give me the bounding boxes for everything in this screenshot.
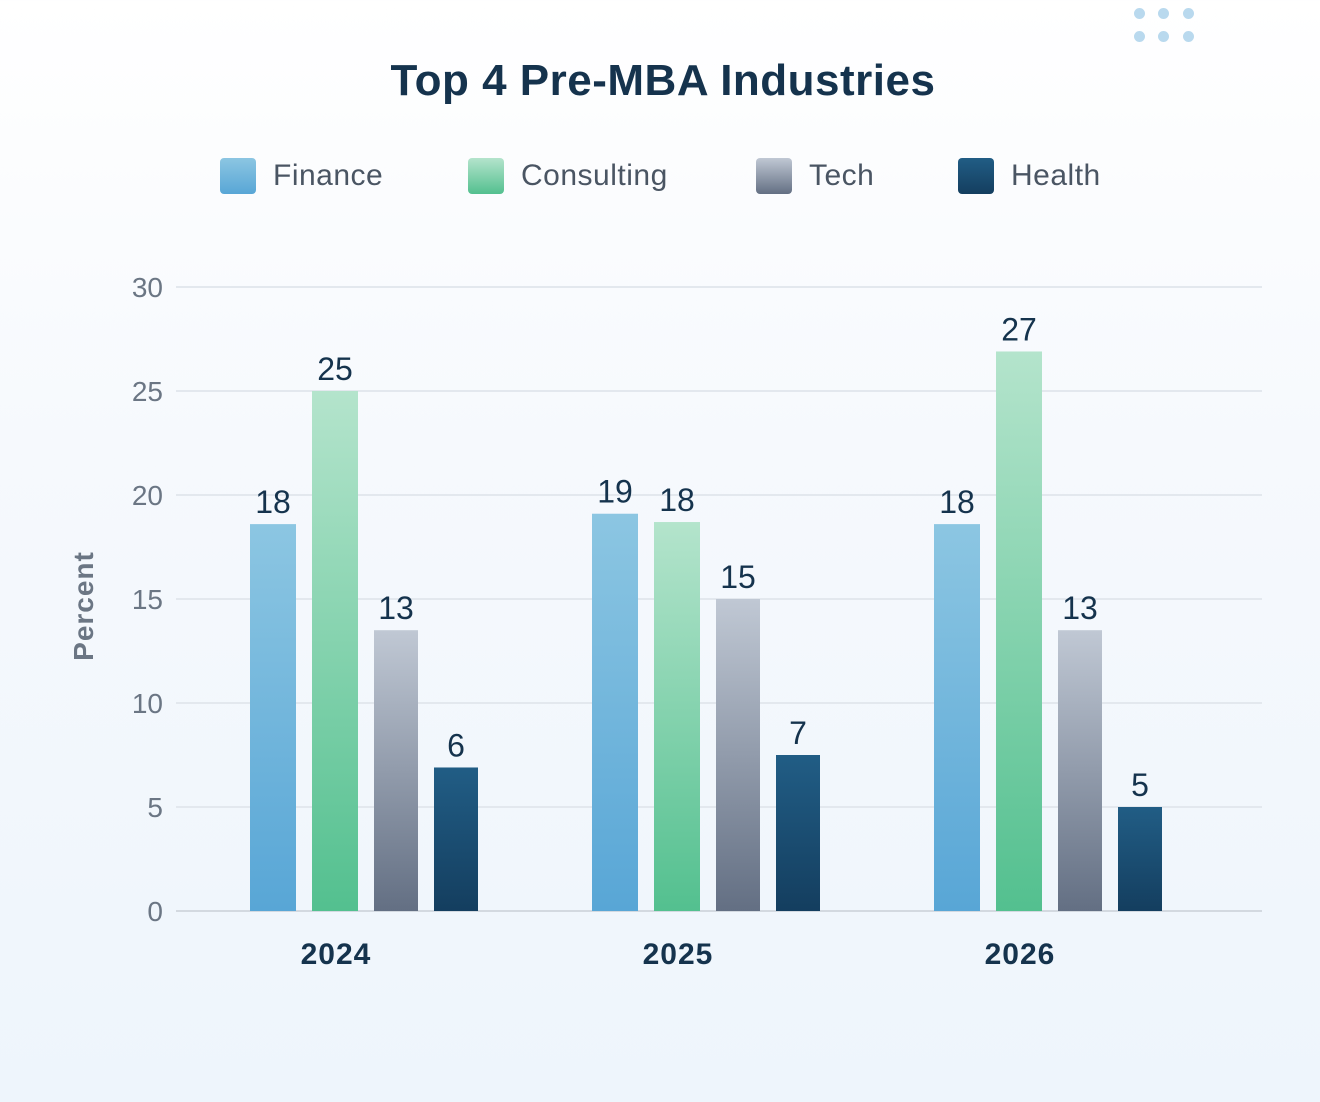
legend-item-health[interactable]: Health	[958, 158, 1101, 194]
legend-label: Consulting	[521, 159, 668, 192]
y-tick-label: 15	[132, 584, 163, 615]
y-tick-label: 25	[132, 376, 163, 407]
data-label: 5	[1131, 767, 1149, 803]
chart-title: Top 4 Pre-MBA Industries	[390, 56, 936, 105]
x-tick-label: 2025	[643, 938, 714, 971]
bar-tech-2026[interactable]	[1058, 630, 1102, 911]
legend-swatch	[220, 158, 256, 194]
data-label: 27	[1001, 311, 1037, 347]
bar-consulting-2024[interactable]	[312, 391, 358, 911]
dots-grid-icon[interactable]	[1132, 8, 1198, 44]
y-tick-label: 30	[132, 272, 163, 303]
legend-item-finance[interactable]: Finance	[220, 158, 383, 194]
legend-item-consulting[interactable]: Consulting	[468, 158, 668, 194]
data-label: 13	[1062, 590, 1098, 626]
bar-health-2026[interactable]	[1118, 807, 1162, 911]
x-tick-label: 2026	[985, 938, 1056, 971]
x-tick-label: 2024	[301, 938, 372, 971]
data-label: 25	[317, 351, 353, 387]
data-label: 19	[597, 474, 633, 510]
bar-consulting-2026[interactable]	[996, 351, 1042, 912]
data-label: 18	[659, 482, 695, 518]
data-label: 6	[447, 727, 465, 763]
y-tick-label: 20	[132, 480, 163, 511]
legend-swatch	[468, 158, 504, 194]
data-label: 7	[789, 715, 807, 751]
bar-health-2025[interactable]	[776, 755, 820, 911]
data-label: 18	[939, 484, 975, 520]
y-axis-label: Percent	[68, 551, 99, 661]
bar-finance-2025[interactable]	[592, 513, 638, 911]
y-tick-label: 10	[132, 688, 163, 719]
bar-finance-2024[interactable]	[250, 524, 296, 911]
y-tick-label: 0	[147, 896, 163, 927]
bar-tech-2025[interactable]	[716, 599, 760, 911]
y-tick-label: 5	[147, 792, 163, 823]
legend-label: Tech	[809, 159, 875, 192]
legend-swatch	[958, 158, 994, 194]
data-label: 18	[255, 484, 291, 520]
bar-finance-2026[interactable]	[934, 524, 980, 911]
bar-consulting-2025[interactable]	[654, 522, 700, 911]
legend-label: Finance	[273, 159, 384, 192]
legend-label: Health	[1011, 159, 1101, 192]
bar-tech-2024[interactable]	[374, 630, 418, 911]
legend-swatch	[756, 158, 792, 194]
bar-health-2024[interactable]	[434, 767, 478, 911]
legend-item-tech[interactable]: Tech	[756, 158, 874, 194]
data-label: 15	[720, 559, 756, 595]
data-label: 13	[378, 590, 414, 626]
